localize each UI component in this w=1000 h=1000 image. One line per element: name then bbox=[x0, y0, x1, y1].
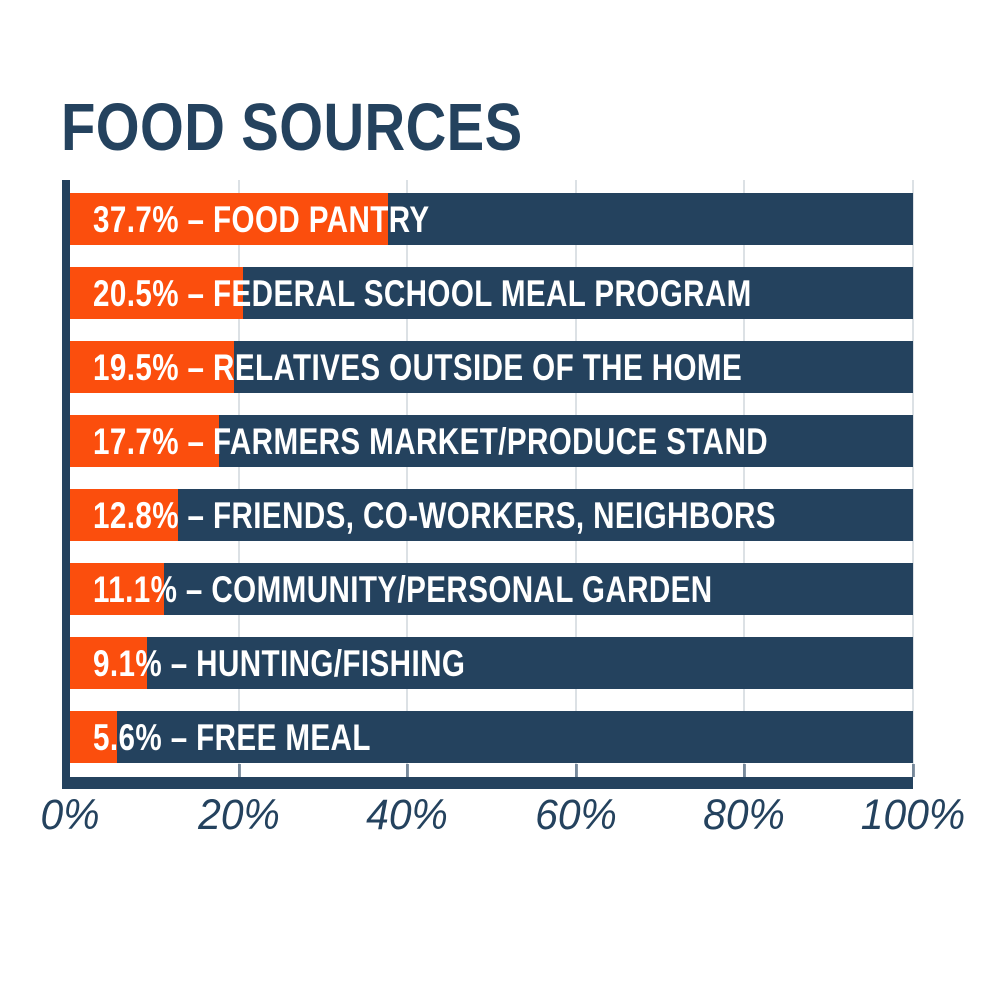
bar-row: 11.1% – COMMUNITY/PERSONAL GARDEN bbox=[70, 563, 913, 615]
bar-value-label: 5.6% – FREE MEAL bbox=[93, 717, 371, 758]
bar-fill bbox=[70, 711, 118, 763]
bar-row: 20.5% – FEDERAL SCHOOL MEAL PROGRAM bbox=[70, 267, 913, 319]
bar-value-label: 12.8% – FRIENDS, CO-WORKERS, NEIGHBORS bbox=[93, 495, 776, 536]
x-tick-label: 60% bbox=[534, 791, 617, 839]
bar-fill bbox=[70, 193, 388, 245]
bar-row: 9.1% – HUNTING/FISHING bbox=[70, 637, 913, 689]
x-tick-label: 20% bbox=[197, 791, 280, 839]
y-axis-line bbox=[62, 180, 70, 789]
chart-title: FOOD SOURCES bbox=[61, 90, 523, 165]
bar-fill bbox=[70, 267, 243, 319]
bar-row: 12.8% – FRIENDS, CO-WORKERS, NEIGHBORS bbox=[70, 489, 913, 541]
bar-fill bbox=[70, 341, 235, 393]
bar-row: 17.7% – FARMERS MARKET/PRODUCE STAND bbox=[70, 415, 913, 467]
axis-ticks bbox=[70, 764, 915, 777]
bar-value-label: 11.1% – COMMUNITY/PERSONAL GARDEN bbox=[93, 569, 713, 610]
gridlines bbox=[70, 180, 914, 777]
bar-value-label: 37.7% – FOOD PANTRY bbox=[93, 199, 430, 240]
bar-row: 19.5% – RELATIVES OUTSIDE OF THE HOME bbox=[70, 341, 913, 393]
gridline bbox=[406, 180, 409, 777]
x-tick-label: 80% bbox=[703, 791, 786, 839]
gridline bbox=[743, 180, 746, 777]
bar-row: 37.7% – FOOD PANTRY bbox=[70, 193, 913, 245]
x-axis-line bbox=[62, 777, 913, 789]
axis-tick bbox=[574, 764, 578, 777]
axis-tick bbox=[743, 764, 747, 777]
bar-fill bbox=[70, 563, 164, 615]
bar-fill bbox=[70, 637, 147, 689]
bar-row: 5.6% – FREE MEAL bbox=[70, 711, 913, 763]
bar-value-label: 20.5% – FEDERAL SCHOOL MEAL PROGRAM bbox=[93, 273, 752, 314]
bar-value-label: 17.7% – FARMERS MARKET/PRODUCE STAND bbox=[93, 421, 769, 462]
axis-tick bbox=[912, 764, 915, 777]
bar-fill bbox=[70, 489, 178, 541]
bar-fill bbox=[70, 415, 220, 467]
gridline bbox=[574, 180, 577, 777]
bar-value-label: 9.1% – HUNTING/FISHING bbox=[93, 643, 466, 684]
bars-container: 37.7% – FOOD PANTRY 20.5% – FEDERAL SCHOO… bbox=[70, 180, 913, 777]
axis-tick bbox=[237, 764, 241, 777]
x-tick-label: 0% bbox=[40, 791, 100, 839]
gridline bbox=[237, 180, 240, 777]
bar-value-label: 19.5% – RELATIVES OUTSIDE OF THE HOME bbox=[93, 347, 743, 388]
gridline bbox=[912, 180, 914, 777]
x-tick-label: 100% bbox=[860, 791, 966, 839]
axis-tick bbox=[406, 764, 410, 777]
x-tick-labels: 0% 20% 40% 60% 80% 100% bbox=[40, 791, 965, 844]
x-tick-label: 40% bbox=[366, 791, 449, 839]
